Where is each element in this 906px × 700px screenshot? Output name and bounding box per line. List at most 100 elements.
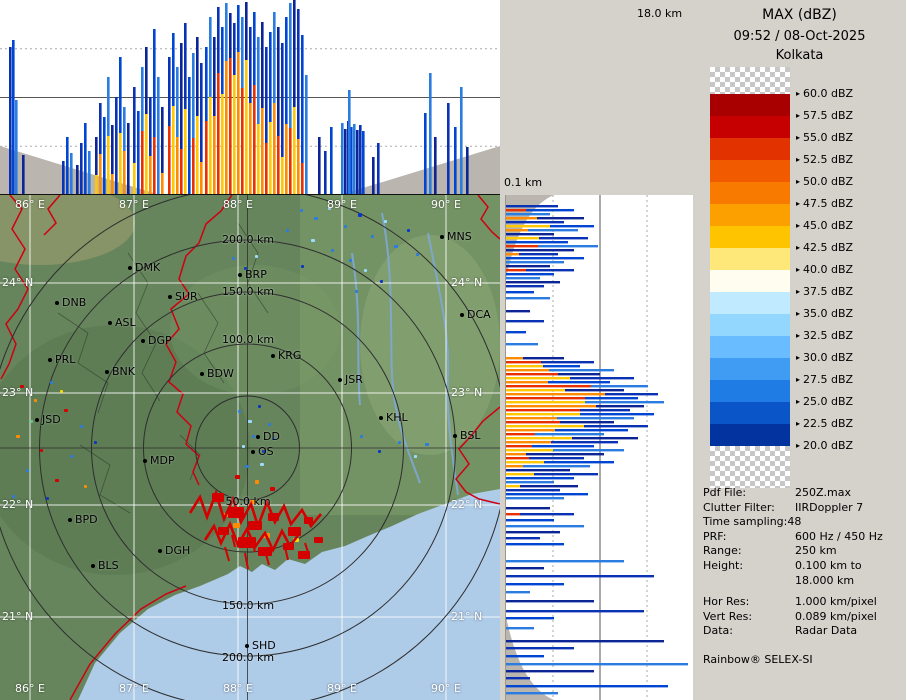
echo-spike [297, 139, 300, 195]
dbz-color-bands [710, 67, 790, 488]
echo-bar [506, 417, 557, 420]
echo-spike [257, 37, 260, 124]
dbz-band [710, 292, 790, 314]
echo-spike [221, 94, 224, 195]
dbz-overflow-low-checker [710, 446, 790, 488]
echo-spike [192, 138, 195, 195]
echo-spike [241, 17, 244, 88]
echo-spike [447, 103, 450, 195]
echo-spike [289, 128, 292, 195]
echo-bar [506, 369, 549, 372]
echo-spike [237, 5, 240, 52]
echo-spike [133, 87, 136, 163]
echo-spike [12, 40, 15, 195]
echo-cell [16, 435, 20, 438]
echo-spike [209, 17, 212, 97]
echo-spike [293, 107, 296, 195]
echo-bar [506, 401, 585, 404]
dbz-scale-label: ▸ 47.5 dBZ [796, 197, 854, 210]
echo-spike [123, 151, 126, 195]
echo-bar [506, 497, 564, 500]
echo-spike [297, 9, 300, 139]
echo-spike [253, 85, 256, 195]
echo-spike [172, 33, 175, 106]
dbz-band [710, 248, 790, 270]
echo-cell [55, 479, 59, 482]
echo-bar [572, 437, 638, 440]
echo-spike [293, 0, 296, 107]
echo-bar [506, 277, 540, 280]
tick-arrow-icon: ▸ [796, 243, 801, 252]
dbz-overflow-high-checker [710, 67, 790, 94]
echo-bar [506, 281, 560, 284]
echo-bar [506, 627, 534, 630]
echo-cell [314, 537, 323, 543]
beam-blind-wedge [506, 195, 554, 279]
echo-bar [506, 477, 574, 480]
echo-cell [233, 523, 240, 528]
echo-spike [188, 77, 191, 195]
echo-bar [506, 310, 530, 313]
dbz-band [710, 160, 790, 182]
terrain-highland [0, 325, 250, 575]
echo-cell [300, 209, 303, 212]
echo-bar [506, 253, 519, 256]
legend-panel: MAX (dBZ) 09:52 / 08-Oct-2025 Kolkata ▸ 6… [693, 0, 906, 700]
info-label [703, 574, 795, 589]
echo-spike [305, 75, 308, 195]
echo-spike [330, 127, 333, 195]
terrain-patch [360, 235, 500, 455]
echo-spike [107, 136, 110, 195]
echo-spike [362, 131, 365, 195]
echo-spike [233, 75, 236, 195]
tick-arrow-icon: ▸ [796, 199, 801, 208]
echo-cell [268, 423, 271, 426]
echo-spike [70, 153, 73, 195]
echo-bar [506, 692, 558, 695]
echo-bar [506, 209, 526, 212]
tick-arrow-icon: ▸ [796, 133, 801, 142]
echo-bar [506, 425, 584, 428]
echo-bar [506, 249, 574, 252]
echo-spike [301, 163, 304, 195]
echo-bar [506, 461, 544, 464]
dbz-band [710, 336, 790, 358]
echo-spike [161, 173, 164, 195]
ns-profile-panel[interactable] [505, 195, 693, 700]
echo-bar [519, 253, 558, 256]
tick-arrow-icon: ▸ [796, 221, 801, 230]
echo-bar [557, 417, 634, 420]
echo-bar [506, 331, 526, 334]
echo-bar [605, 393, 658, 396]
info-row: PRF: 600 Hz / 450 Hz [703, 530, 901, 545]
echo-spike [301, 35, 304, 163]
echo-spike [233, 23, 236, 75]
echo-cell [311, 239, 315, 242]
echo-cell [260, 463, 264, 466]
echo-bar [506, 397, 585, 400]
echo-spike [168, 57, 171, 126]
echo-bar [506, 377, 570, 380]
echo-cell [394, 245, 398, 248]
echo-spike [200, 162, 203, 195]
echo-spike [22, 155, 25, 195]
echo-bar [506, 357, 523, 360]
echo-cell [360, 435, 363, 438]
echo-spike [111, 174, 114, 195]
echo-bar [506, 237, 539, 240]
radar-map-panel[interactable]: 86° E 86° E 87° E 87° E 88° E 88° E 89° E 89° E… [0, 195, 500, 700]
dbz-scale-label: ▸ 27.5 dBZ [796, 373, 854, 386]
echo-cell [245, 465, 249, 468]
echo-cell [371, 235, 374, 238]
echo-bar [506, 647, 574, 650]
echo-bar [523, 357, 564, 360]
echo-spike [348, 90, 351, 195]
echo-cell [286, 229, 289, 232]
scan-info-rows: Pdf File: 250Z.max Clutter Filter: IIRDoppl… [703, 486, 901, 646]
echo-bar [506, 685, 668, 688]
echo-spike [145, 47, 148, 114]
product-title: MAX (dBZ) [762, 7, 837, 23]
info-row: Hor Res: 1.000 km/pixel [703, 595, 901, 610]
scan-datetime: 09:52 / 08-Oct-2025 [733, 29, 866, 44]
ew-profile-panel[interactable] [0, 0, 500, 195]
